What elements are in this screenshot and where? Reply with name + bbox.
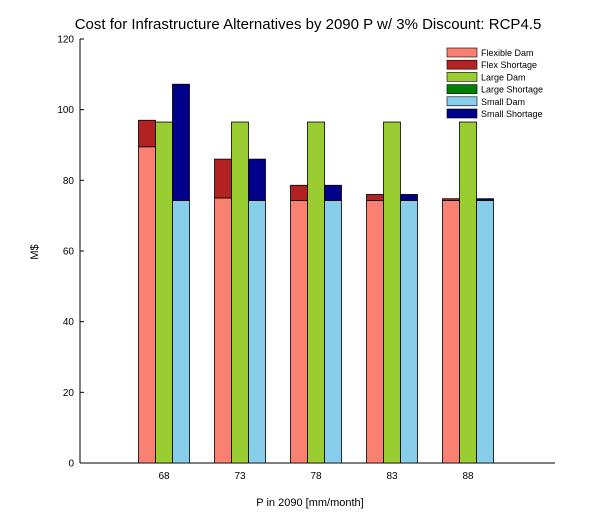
- legend-label: Large Dam: [481, 72, 526, 82]
- bar-flexible-shortage: [442, 198, 460, 201]
- legend: Flexible Dam Flex Shortage Large Dam Large …: [446, 47, 543, 119]
- bar-flexible-dam: [214, 197, 232, 464]
- y-tick-label: 60: [63, 247, 75, 258]
- x-axis-label: P in 2090 [mm/month]: [256, 497, 363, 509]
- bar-large-dam: [383, 121, 401, 464]
- x-tick-label: 83: [386, 471, 398, 482]
- bar-small-shortage: [400, 194, 418, 201]
- legend-swatch: [446, 59, 478, 70]
- bar-small-dam: [172, 200, 190, 464]
- bar-large-dam: [155, 121, 173, 464]
- bar-flexible-dam: [138, 146, 156, 464]
- x-tick-label: 78: [310, 471, 322, 482]
- bar-flexible-shortage: [290, 184, 308, 201]
- legend-swatch: [446, 108, 478, 119]
- bar-small-dam: [400, 200, 418, 464]
- bar-small-dam: [476, 200, 494, 464]
- legend-swatch: [446, 96, 478, 107]
- bar-small-dam: [324, 200, 342, 464]
- legend-swatch: [446, 84, 478, 94]
- y-tick-label: 120: [57, 35, 74, 46]
- legend-label: Large Shortage: [481, 85, 543, 95]
- bar-small-shortage: [324, 184, 342, 201]
- bar-flexible-shortage: [138, 119, 156, 148]
- bar-flexible-shortage: [214, 158, 232, 199]
- y-tick-label: 0: [68, 459, 74, 470]
- bar-large-dam: [459, 121, 477, 464]
- y-axis-label: M$: [29, 244, 41, 259]
- x-tick-label: 73: [234, 471, 246, 482]
- bar-small-shortage: [248, 158, 266, 201]
- chart-title: Cost for Infrastructure Alternatives by …: [75, 16, 542, 33]
- bar-small-shortage: [172, 83, 190, 201]
- x-tick-label: 68: [158, 471, 170, 482]
- bar-flexible-dam: [366, 200, 384, 464]
- y-tick-label: 40: [63, 317, 75, 328]
- bar-flexible-shortage: [366, 194, 384, 201]
- legend-label: Small Dam: [481, 97, 525, 107]
- bar-large-dam: [231, 121, 249, 464]
- legend-label: Small Shortage: [481, 109, 543, 119]
- bar-flexible-dam: [290, 200, 308, 464]
- legend-swatch: [446, 47, 478, 58]
- legend-label: Flexible Dam: [481, 48, 534, 58]
- bar-small-dam: [248, 200, 266, 464]
- y-tick-label: 20: [63, 388, 75, 399]
- plot-area: 0 20 40 60 80 100 120 68 73 78 83 88: [57, 35, 555, 482]
- bar-flexible-dam: [442, 200, 460, 464]
- y-tick-label: 80: [63, 176, 75, 187]
- legend-swatch: [446, 72, 478, 82]
- bar-small-shortage: [476, 198, 494, 201]
- x-tick-label: 88: [462, 471, 474, 482]
- y-tick-label: 100: [57, 105, 74, 116]
- bar-large-dam: [307, 121, 325, 464]
- legend-label: Flex Shortage: [481, 60, 537, 70]
